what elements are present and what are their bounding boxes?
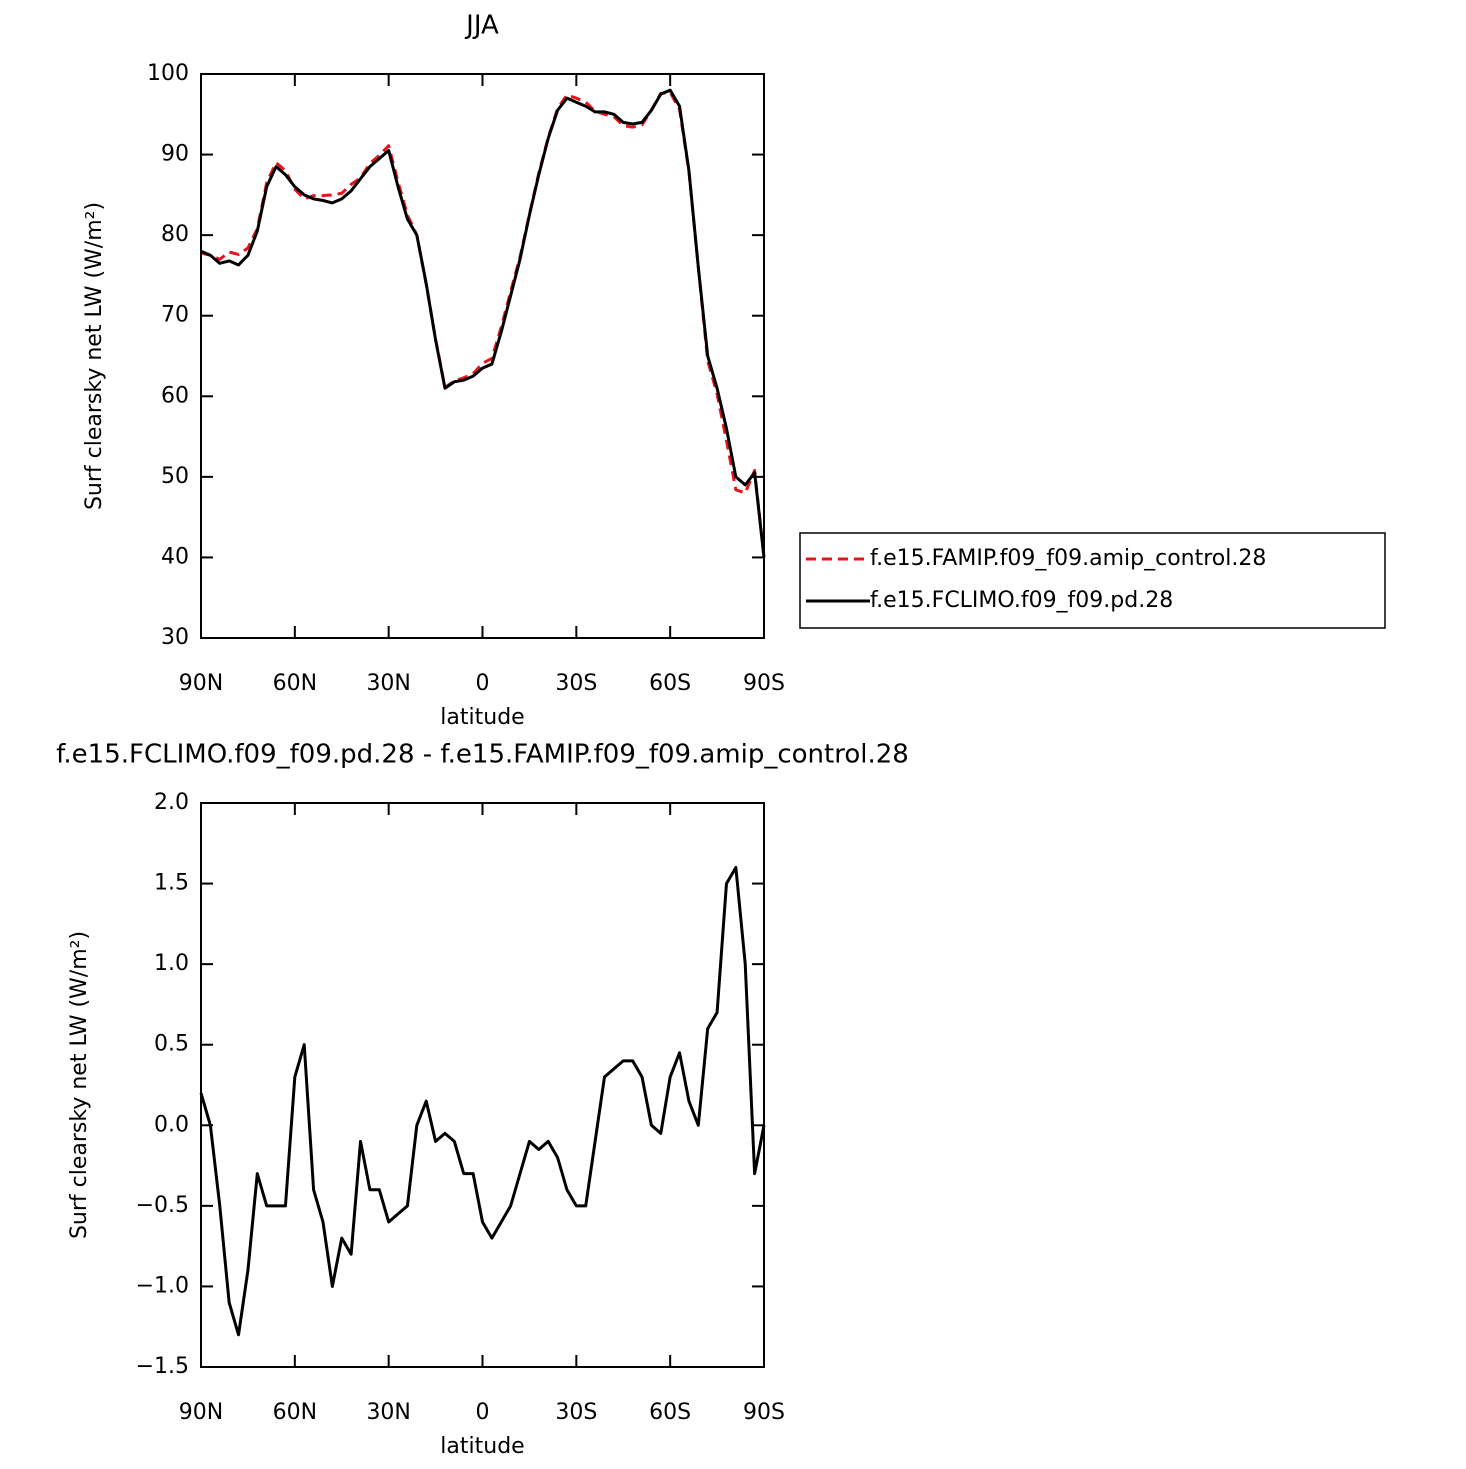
y-tick-label: 40 (161, 544, 189, 569)
y-tick-label: 0.5 (154, 1032, 189, 1057)
y-tick-label: 30 (161, 625, 189, 650)
y-tick-label: −0.5 (136, 1193, 189, 1218)
x-tick-label: 30S (555, 671, 597, 696)
x-tick-label: 60S (649, 1400, 691, 1425)
data-line (199, 865, 766, 1337)
x-tick-label: 0 (476, 1400, 490, 1425)
x-axis-label: latitude (440, 705, 524, 730)
x-tick-label: 30N (366, 671, 410, 696)
y-tick-label: 0.0 (154, 1112, 189, 1137)
chart-title: JJA (464, 11, 499, 41)
x-tick-label: 90N (179, 671, 223, 696)
data-line (200, 91, 766, 558)
x-tick-label: 90N (179, 1400, 223, 1425)
y-tick-label: −1.0 (136, 1273, 189, 1298)
y-tick-label: 1.5 (154, 871, 189, 896)
y-axis-label: Surf clearsky net LW (W/m²) (82, 202, 107, 510)
legend-label: f.e15.FCLIMO.f09_f09.pd.28 (870, 588, 1173, 613)
y-axis-label: Surf clearsky net LW (W/m²) (67, 931, 92, 1239)
legend: f.e15.FAMIP.f09_f09.amip_control.28 f.e15… (799, 532, 1386, 629)
chart-title: f.e15.FCLIMO.f09_f09.pd.28 - f.e15.FAMIP… (56, 740, 909, 770)
y-tick-label: 70 (161, 303, 189, 328)
x-tick-label: 60N (273, 671, 317, 696)
legend-box (799, 532, 1386, 629)
y-tick-label: 2.0 (154, 790, 189, 815)
y-tick-label: 60 (161, 383, 189, 408)
x-tick-label: 60N (273, 1400, 317, 1425)
y-tick-label: 50 (161, 464, 189, 489)
y-tick-label: 80 (161, 222, 189, 247)
x-axis-label: latitude (440, 1434, 524, 1459)
x-tick-label: 0 (476, 671, 490, 696)
x-tick-label: 60S (649, 671, 691, 696)
y-tick-label: −1.5 (136, 1354, 189, 1379)
plot-frame (200, 802, 765, 1368)
x-tick-label: 90S (743, 671, 785, 696)
x-tick-label: 30N (366, 1400, 410, 1425)
legend-label: f.e15.FAMIP.f09_f09.amip_control.28 (870, 546, 1266, 571)
x-tick-label: 30S (555, 1400, 597, 1425)
x-tick-label: 90S (743, 1400, 785, 1425)
y-tick-label: 90 (161, 142, 189, 167)
data-line (200, 88, 766, 558)
plot-frame (200, 73, 765, 639)
y-tick-label: 1.0 (154, 951, 189, 976)
y-tick-label: 100 (147, 61, 189, 86)
